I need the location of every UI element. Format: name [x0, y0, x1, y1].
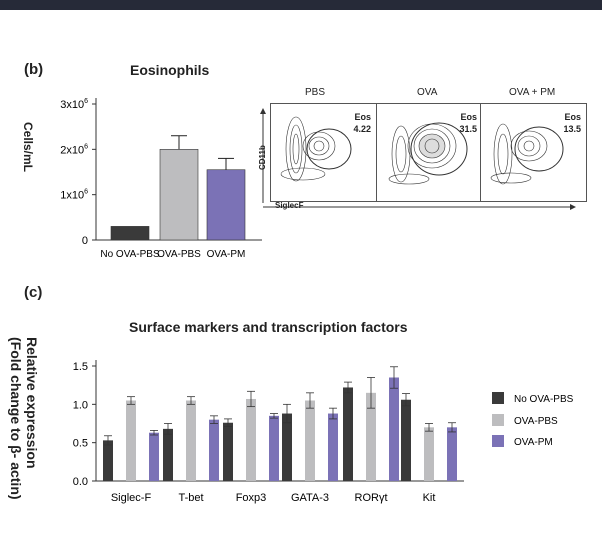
- x-tick-label: T-bet: [178, 492, 203, 504]
- y-tick-label: 0.5: [73, 438, 88, 450]
- bar: [328, 413, 338, 481]
- flow-plot-title: OVA: [417, 87, 438, 98]
- contour-plot: [388, 122, 468, 185]
- flow-plot-pbs: PBS Eos 4.22: [270, 87, 377, 202]
- bar: [282, 413, 292, 481]
- x-arrow-icon: [570, 204, 576, 210]
- contour-plot: [280, 116, 352, 182]
- y-tick-label: 1.5: [73, 361, 88, 373]
- panel-c-label: (c): [24, 284, 43, 301]
- x-tick-label: No OVA-PBS: [100, 249, 160, 260]
- bar: [126, 400, 136, 481]
- flow-xlabel: SiglecF: [275, 201, 304, 210]
- bar: [269, 415, 279, 481]
- x-tick-label: OVA-PBS: [157, 249, 201, 260]
- x-tick-label: RORγt: [355, 492, 388, 504]
- x-tick-label: Siglec-F: [111, 492, 152, 504]
- flow-plot-title: OVA + PM: [509, 87, 556, 98]
- flow-plot-title: PBS: [305, 87, 326, 98]
- bar: [447, 427, 457, 481]
- gate-value: 13.5: [563, 124, 581, 134]
- bar: [389, 377, 399, 481]
- bar: [305, 400, 315, 481]
- y-tick-label: 2x106: [60, 143, 88, 156]
- legend-swatch: [492, 392, 504, 404]
- y-arrow-icon: [260, 108, 266, 114]
- x-tick-label: OVA-PM: [207, 249, 246, 260]
- legend-label: OVA-PBS: [514, 416, 558, 427]
- bar: [149, 432, 159, 481]
- gate-value: 31.5: [459, 124, 477, 134]
- y-tick-label: 1.0: [73, 399, 88, 411]
- bar: [103, 440, 113, 481]
- legend-label: No OVA-PBS: [514, 394, 574, 405]
- legend-label: OVA-PM: [514, 437, 553, 448]
- bar: [186, 400, 196, 481]
- panel-b-label: (b): [24, 61, 44, 78]
- bar: [366, 392, 376, 481]
- x-tick-label: GATA-3: [291, 492, 329, 504]
- bar: [206, 169, 246, 241]
- y-tick-label: 0.0: [73, 476, 88, 488]
- flow-plot-ova: OVA Eos 31.5: [376, 87, 483, 202]
- bar: [110, 226, 150, 241]
- bar: [163, 428, 173, 481]
- legend-swatch: [492, 435, 504, 447]
- legend-swatch: [492, 414, 504, 426]
- gate-label: Eos: [460, 112, 477, 122]
- gate-label: Eos: [564, 112, 581, 122]
- gate-label: Eos: [354, 112, 371, 122]
- bar: [159, 149, 199, 241]
- flow-plot-ova-pm: OVA + PM Eos 13.5: [480, 87, 587, 202]
- y-tick-label: 0: [82, 235, 88, 247]
- bar: [343, 387, 353, 481]
- x-tick-label: Kit: [423, 492, 436, 504]
- bar: [209, 419, 219, 481]
- panel-b-title: Eosinophils: [130, 62, 210, 78]
- bar: [246, 398, 256, 481]
- contour-plot: [490, 123, 564, 185]
- bar: [223, 422, 233, 481]
- bar: [424, 427, 434, 481]
- y-tick-label: 1x106: [60, 189, 88, 202]
- top-dark-bar: [0, 0, 602, 10]
- y-tick-label: 3x106: [60, 98, 88, 111]
- x-tick-label: Foxp3: [236, 492, 267, 504]
- panel-c-title: Surface markers and transcription factor…: [129, 319, 408, 335]
- bar: [401, 399, 411, 481]
- gate-value: 4.22: [353, 124, 371, 134]
